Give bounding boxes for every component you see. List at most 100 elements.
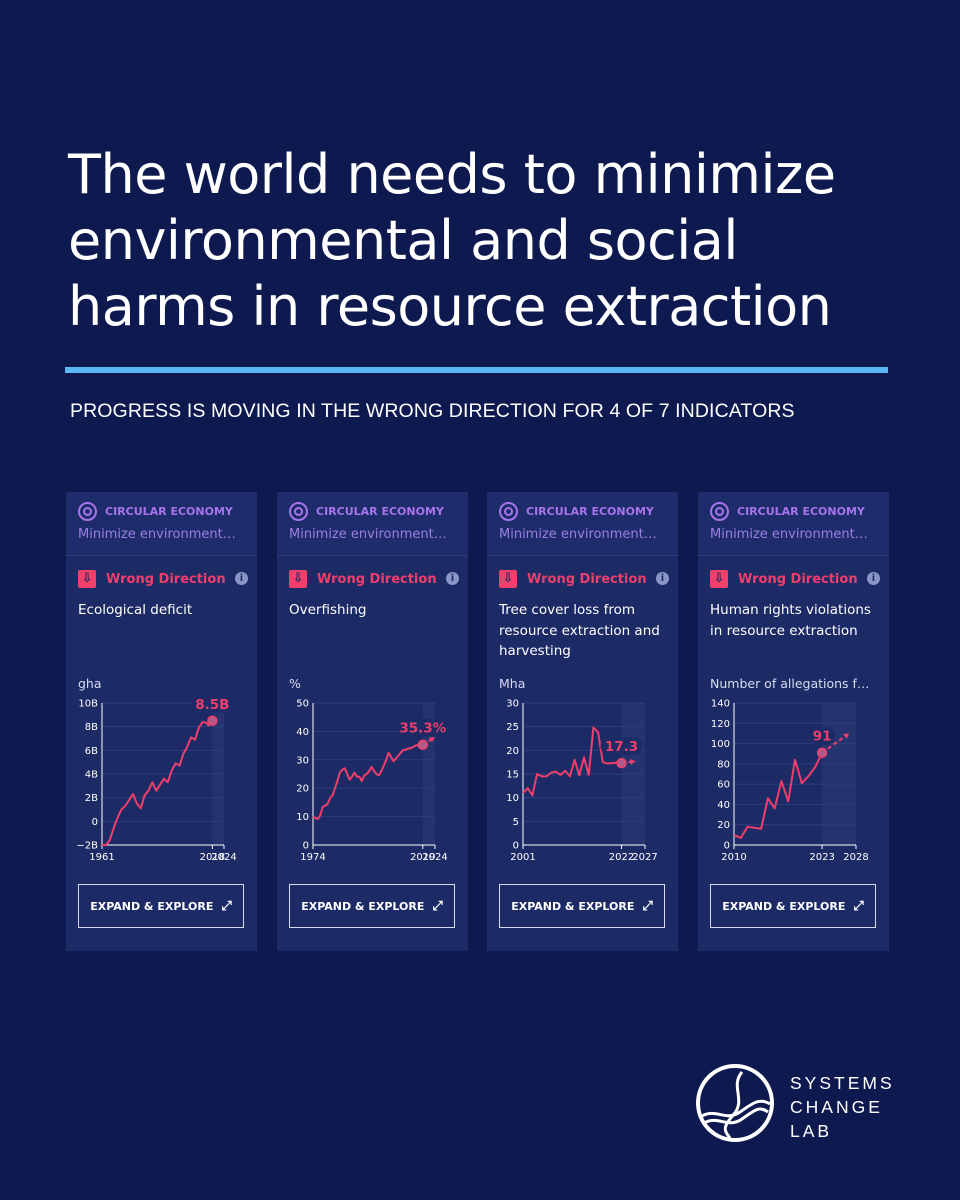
info-icon[interactable]: i	[867, 572, 880, 585]
page-headline: The world needs to minimize environmenta…	[68, 143, 836, 338]
y-tick-label: 100	[711, 739, 730, 750]
latest-label-bg	[191, 697, 234, 713]
x-tick-label: 2022	[609, 852, 634, 863]
y-tick-label: 0	[724, 841, 730, 852]
status-row: ⇩ Wrong Direction i	[710, 570, 880, 588]
circular-economy-icon	[710, 502, 729, 521]
progress-subheading: PROGRESS IS MOVING IN THE WRONG DIRECTIO…	[70, 400, 795, 422]
projection-arrow	[630, 759, 636, 765]
latest-value-label: 8.5B	[195, 697, 229, 713]
card-header	[66, 492, 257, 556]
series-line	[102, 718, 213, 846]
status-label: Wrong Direction	[106, 571, 226, 587]
arrow-down-icon: ⇩	[710, 570, 728, 588]
external-link-icon: ⤢	[432, 898, 443, 914]
button-label: EXPAND & EXPLORE	[301, 899, 425, 913]
button-label: EXPAND & EXPLORE	[722, 899, 846, 913]
unit-label: gha	[78, 676, 102, 691]
y-tick-label: 140	[711, 699, 730, 710]
button-label: EXPAND & EXPLORE	[511, 899, 635, 913]
goal-label: Minimize environment…	[289, 527, 447, 542]
y-tick-label: 10	[296, 812, 309, 823]
y-tick-label: 120	[711, 719, 730, 730]
y-tick-label: 10B	[78, 699, 98, 710]
arrow-down-icon: ⇩	[289, 570, 307, 588]
y-tick-label: 80	[717, 759, 730, 770]
expand-explore-button[interactable]: EXPAND & EXPLORE ⤢	[710, 884, 876, 928]
y-tick-label: 6B	[85, 746, 98, 757]
category-label: CIRCULAR ECONOMY	[105, 505, 233, 518]
info-icon[interactable]: i	[446, 572, 459, 585]
external-link-icon: ⤢	[642, 898, 653, 914]
circular-economy-icon	[78, 502, 97, 521]
card-header	[487, 492, 678, 556]
y-tick-label: 20	[506, 746, 519, 757]
indicator-name: Human rights violations in resource extr…	[710, 602, 871, 639]
x-tick-label: 2018	[200, 852, 225, 863]
y-tick-label: 40	[296, 727, 309, 738]
category-label: CIRCULAR ECONOMY	[316, 505, 444, 518]
y-tick-label: 0	[92, 817, 98, 828]
card-header	[277, 492, 468, 556]
y-tick-label: 25	[506, 722, 519, 733]
projection-line	[821, 732, 850, 754]
arrow-down-icon: ⇩	[78, 570, 96, 588]
arrow-down-icon: ⇩	[499, 570, 517, 588]
expand-explore-button[interactable]: EXPAND & EXPLORE ⤢	[289, 884, 455, 928]
info-icon[interactable]: i	[235, 572, 248, 585]
latest-value-label: 35.3%	[399, 721, 446, 737]
x-tick-label: 1974	[300, 852, 325, 863]
x-tick-label: 2001	[510, 852, 535, 863]
logo-line-1: SYSTEMS	[790, 1073, 895, 1093]
x-tick-label: 2019	[410, 852, 435, 863]
status-row: ⇩ Wrong Direction i	[78, 570, 248, 588]
x-tick-label: 2028	[843, 852, 868, 863]
y-tick-label: 20	[296, 784, 309, 795]
latest-label-bg	[600, 737, 643, 756]
button-label: EXPAND & EXPLORE	[90, 899, 214, 913]
y-tick-label: −2B	[76, 841, 98, 852]
x-tick-label: 1961	[89, 852, 114, 863]
y-tick-label: 4B	[85, 770, 98, 781]
series-line	[522, 726, 622, 797]
latest-value-label: 17.3	[605, 739, 638, 755]
info-icon[interactable]: i	[656, 572, 669, 585]
category-row: CIRCULAR ECONOMY	[710, 502, 865, 521]
y-tick-label: 0	[513, 841, 519, 852]
circular-economy-icon	[289, 502, 308, 521]
y-tick-label: 30	[506, 699, 519, 710]
status-row: ⇩ Wrong Direction i	[289, 570, 459, 588]
status-row: ⇩ Wrong Direction i	[499, 570, 669, 588]
x-tick-label: 2024	[211, 852, 236, 863]
logo-line-3: LAB	[790, 1121, 833, 1141]
latest-label-bg	[397, 718, 448, 737]
projection-region	[822, 703, 856, 845]
category-row: CIRCULAR ECONOMY	[78, 502, 233, 521]
y-tick-label: 15	[506, 770, 519, 781]
expand-explore-button[interactable]: EXPAND & EXPLORE ⤢	[499, 884, 665, 928]
category-row: CIRCULAR ECONOMY	[289, 502, 444, 521]
goal-label: Minimize environment…	[710, 527, 868, 542]
expand-explore-button[interactable]: EXPAND & EXPLORE ⤢	[78, 884, 244, 928]
category-row: CIRCULAR ECONOMY	[499, 502, 654, 521]
y-tick-label: 50	[296, 699, 309, 710]
projection-arrow	[843, 733, 850, 739]
y-tick-label: 10	[506, 793, 519, 804]
external-link-icon: ⤢	[221, 898, 232, 914]
series-line	[733, 752, 824, 839]
category-label: CIRCULAR ECONOMY	[737, 505, 865, 518]
y-tick-label: 5	[513, 817, 519, 828]
status-label: Wrong Direction	[527, 571, 647, 587]
y-tick-label: 20	[717, 820, 730, 831]
card-header	[698, 492, 889, 556]
latest-point	[417, 739, 429, 750]
logo-line-2: CHANGE	[790, 1097, 883, 1117]
y-tick-label: 60	[717, 780, 730, 791]
latest-label-bg	[809, 726, 836, 745]
y-tick-label: 40	[717, 800, 730, 811]
category-label: CIRCULAR ECONOMY	[526, 505, 654, 518]
y-tick-label: 30	[296, 755, 309, 766]
indicator-name: Tree cover loss from resource extraction…	[499, 602, 660, 659]
